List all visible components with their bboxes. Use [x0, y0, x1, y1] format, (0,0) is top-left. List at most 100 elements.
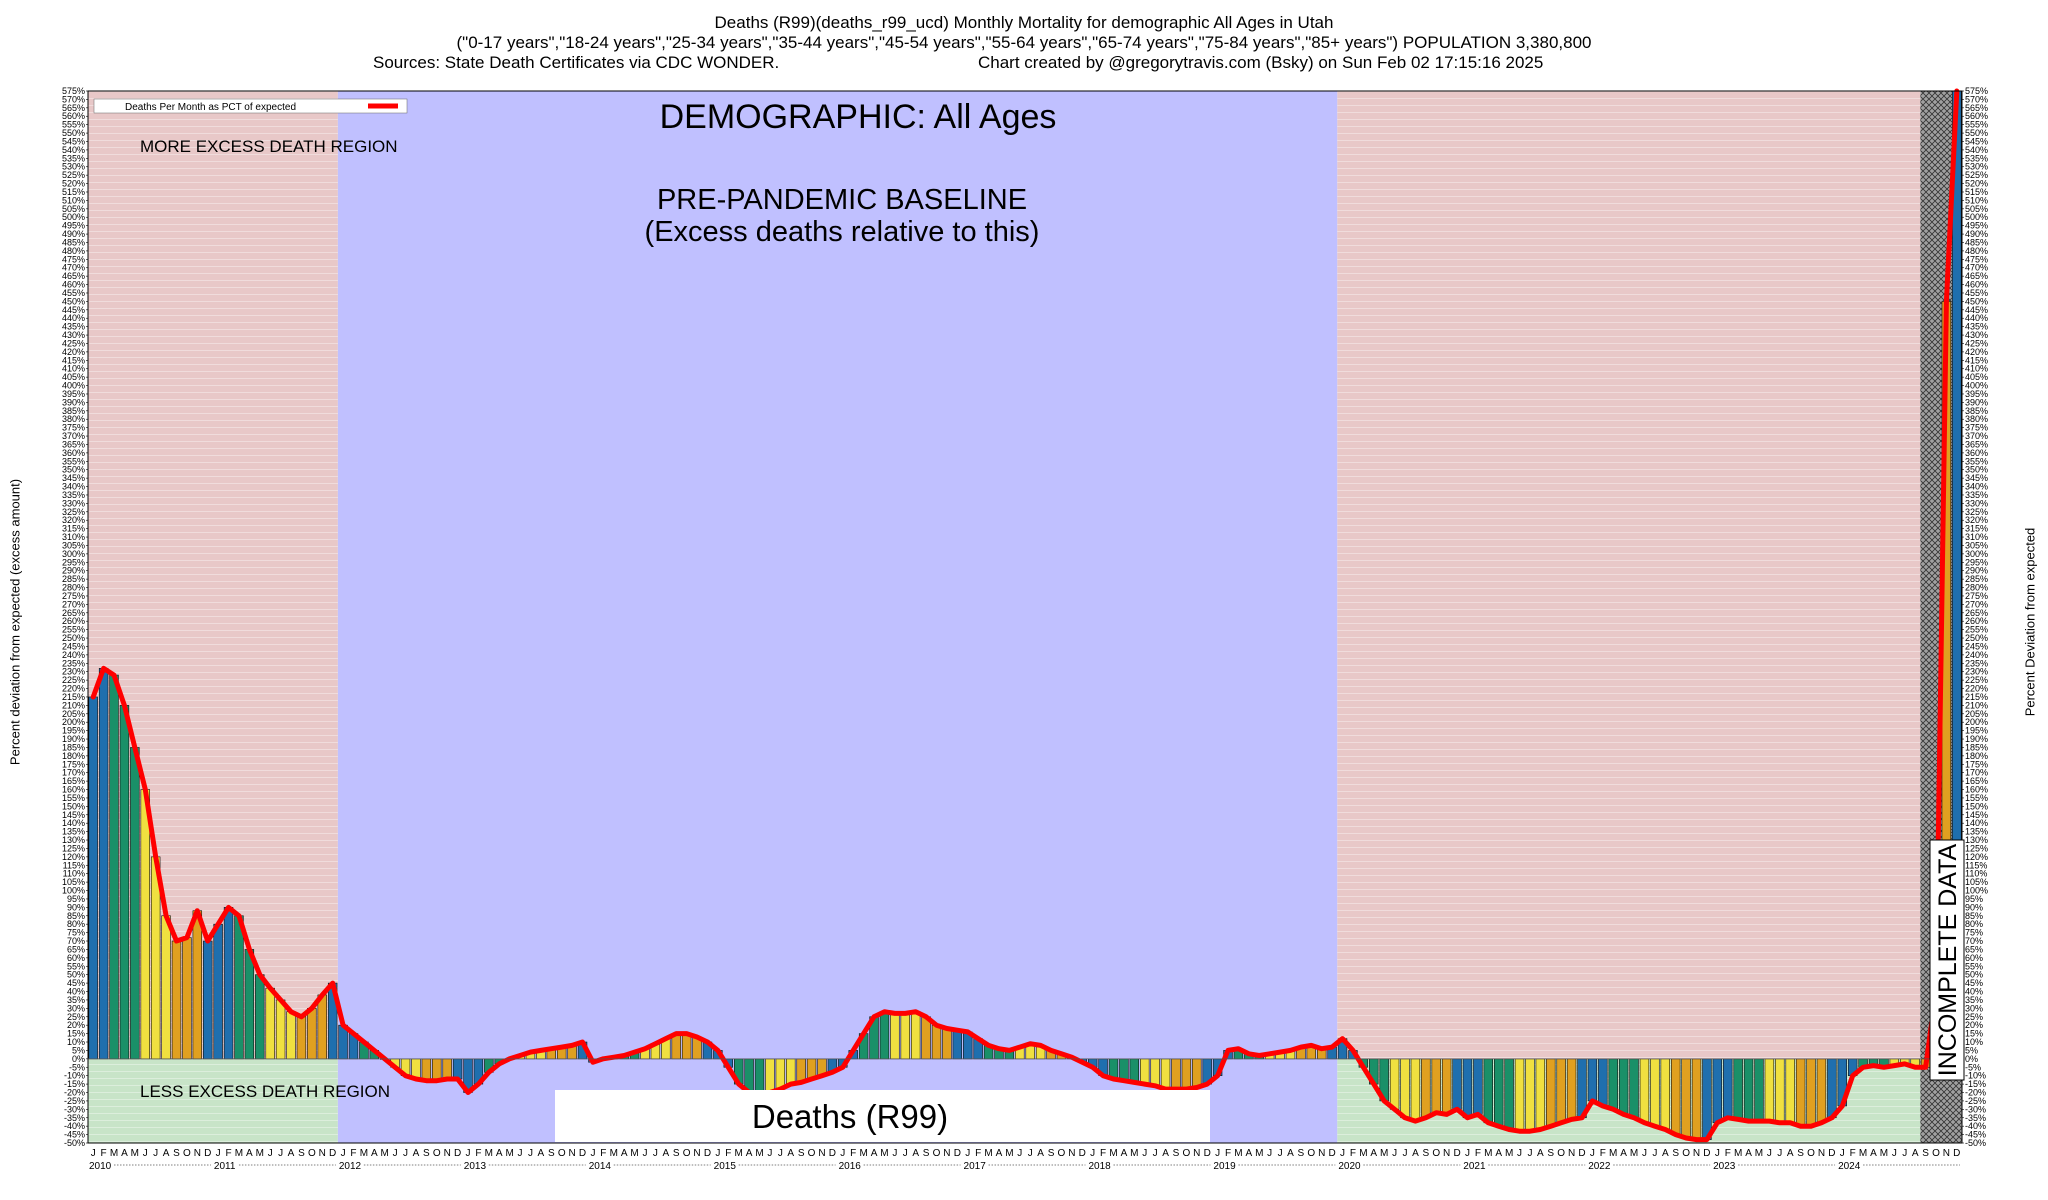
bar-2022-11	[1691, 1058, 1702, 1140]
x-tick-month: J	[1153, 1148, 1158, 1159]
bar-2020-12	[1452, 1058, 1462, 1110]
bar-2010-1	[88, 696, 98, 1060]
y-tick-right: 95%	[1965, 894, 1983, 904]
x-tick-month: N	[1318, 1148, 1325, 1159]
bar-2021-1	[1462, 1058, 1473, 1119]
x-tick-month: M	[1859, 1148, 1867, 1159]
x-tick-month: S	[1922, 1148, 1929, 1159]
x-tick-month: A	[912, 1148, 919, 1159]
y-tick-left: 285%	[62, 574, 85, 584]
bar-2023-4	[1743, 1058, 1754, 1122]
x-tick-month: O	[1058, 1148, 1066, 1159]
x-tick-year: 2021	[1463, 1161, 1486, 1172]
y-tick-right: 440%	[1965, 313, 1988, 323]
y-tick-left: 190%	[62, 734, 85, 744]
x-tick-month: M	[735, 1148, 743, 1159]
y-tick-right: 570%	[1965, 94, 1988, 104]
x-tick-month: A	[1495, 1148, 1502, 1159]
x-tick-month: M	[131, 1148, 139, 1159]
y-tick-left: 90%	[67, 902, 85, 912]
y-tick-left: 205%	[62, 709, 85, 719]
x-tick-month: A	[787, 1148, 794, 1159]
x-tick-month: M	[360, 1148, 368, 1159]
x-tick-month: A	[746, 1148, 753, 1159]
y-tick-left: 455%	[62, 288, 85, 298]
x-tick-month: J	[642, 1148, 647, 1159]
x-tick-month: N	[943, 1148, 950, 1159]
plot-frame	[87, 90, 1963, 1144]
y-tick-left: 220%	[62, 684, 85, 694]
x-tick-month: A	[1037, 1148, 1044, 1159]
y-tick-left: 545%	[62, 136, 85, 146]
x-tick-month: F	[600, 1148, 606, 1159]
x-tick-month: N	[319, 1148, 326, 1159]
y-tick-left: 210%	[62, 700, 85, 710]
y-tick-right: 275%	[1965, 591, 1988, 601]
y-tick-right: 565%	[1965, 103, 1988, 113]
y-tick-left: 5%	[72, 1045, 85, 1055]
x-tick-month: J	[1215, 1148, 1220, 1159]
bar-2023-12	[1827, 1058, 1837, 1119]
y-tick-left: 335%	[62, 490, 85, 500]
bar-2014-10	[681, 1033, 692, 1060]
x-tick-month: J	[1142, 1148, 1147, 1159]
bar-2021-5	[1504, 1058, 1514, 1130]
y-tick-right: 185%	[1965, 742, 1988, 752]
bar-2016-7	[900, 1013, 910, 1060]
y-tick-left: 10%	[67, 1037, 85, 1047]
y-tick-left: 355%	[62, 456, 85, 466]
y-tick-left: 425%	[62, 338, 85, 348]
y-tick-right: 190%	[1965, 734, 1988, 744]
y-tick-right: 535%	[1965, 153, 1988, 163]
bar-2023-7	[1775, 1058, 1785, 1124]
x-tick-month: S	[298, 1148, 305, 1159]
y-tick-left: 345%	[62, 473, 85, 483]
x-tick-month: A	[871, 1148, 878, 1159]
x-tick-month: M	[110, 1148, 118, 1159]
bar-2020-9	[1421, 1058, 1431, 1119]
y-tick-left: 30%	[67, 1003, 85, 1013]
x-tick-month: A	[1370, 1148, 1377, 1159]
x-tick-month: S	[423, 1148, 430, 1159]
x-tick-month: M	[1484, 1148, 1492, 1159]
bar-2011-9	[296, 1016, 307, 1060]
y-tick-right: 125%	[1965, 843, 1988, 853]
y-tick-left: 440%	[62, 313, 85, 323]
chart-title: Deaths (R99)(deaths_r99_ucd) Monthly Mor…	[714, 13, 1334, 32]
y-tick-right: 115%	[1965, 860, 1987, 870]
y-tick-left: 185%	[62, 742, 85, 752]
y-tick-right: 135%	[1965, 827, 1988, 837]
y-tick-left: -25%	[64, 1096, 85, 1106]
x-tick-month: A	[163, 1148, 170, 1159]
bar-2022-2	[1598, 1058, 1608, 1107]
y-tick-left: 135%	[62, 827, 85, 837]
bar-2016-10	[931, 1024, 942, 1060]
x-tick-month: S	[1173, 1148, 1180, 1159]
x-tick-month: D	[1204, 1148, 1211, 1159]
x-tick-month: F	[850, 1148, 856, 1159]
x-tick-month: A	[1537, 1148, 1544, 1159]
y-tick-left: 365%	[62, 439, 85, 449]
x-tick-month: O	[1307, 1148, 1315, 1159]
x-tick-month: A	[121, 1148, 128, 1159]
x-tick-month: M	[1130, 1148, 1138, 1159]
y-tick-left: 295%	[62, 557, 85, 567]
y-tick-right: -30%	[1965, 1104, 1986, 1114]
x-tick-month: M	[880, 1148, 888, 1159]
y-tick-right: -20%	[1965, 1088, 1986, 1098]
x-tick-month: J	[1278, 1148, 1283, 1159]
x-tick-month: J	[1767, 1148, 1772, 1159]
x-tick-month: M	[1005, 1148, 1013, 1159]
y-tick-right: 370%	[1965, 431, 1988, 441]
y-tick-right: 555%	[1965, 120, 1988, 130]
bar-2023-8	[1785, 1058, 1795, 1124]
y-tick-left: 460%	[62, 280, 85, 290]
bar-2018-11	[1192, 1058, 1202, 1088]
x-tick-month: O	[1807, 1148, 1815, 1159]
y-tick-right: 305%	[1965, 540, 1988, 550]
x-tick-month: D	[204, 1148, 211, 1159]
bar-2016-8	[910, 1011, 921, 1060]
bar-2011-10	[307, 1008, 317, 1060]
y-tick-left: 75%	[67, 928, 85, 938]
y-tick-right: 130%	[1965, 835, 1988, 845]
